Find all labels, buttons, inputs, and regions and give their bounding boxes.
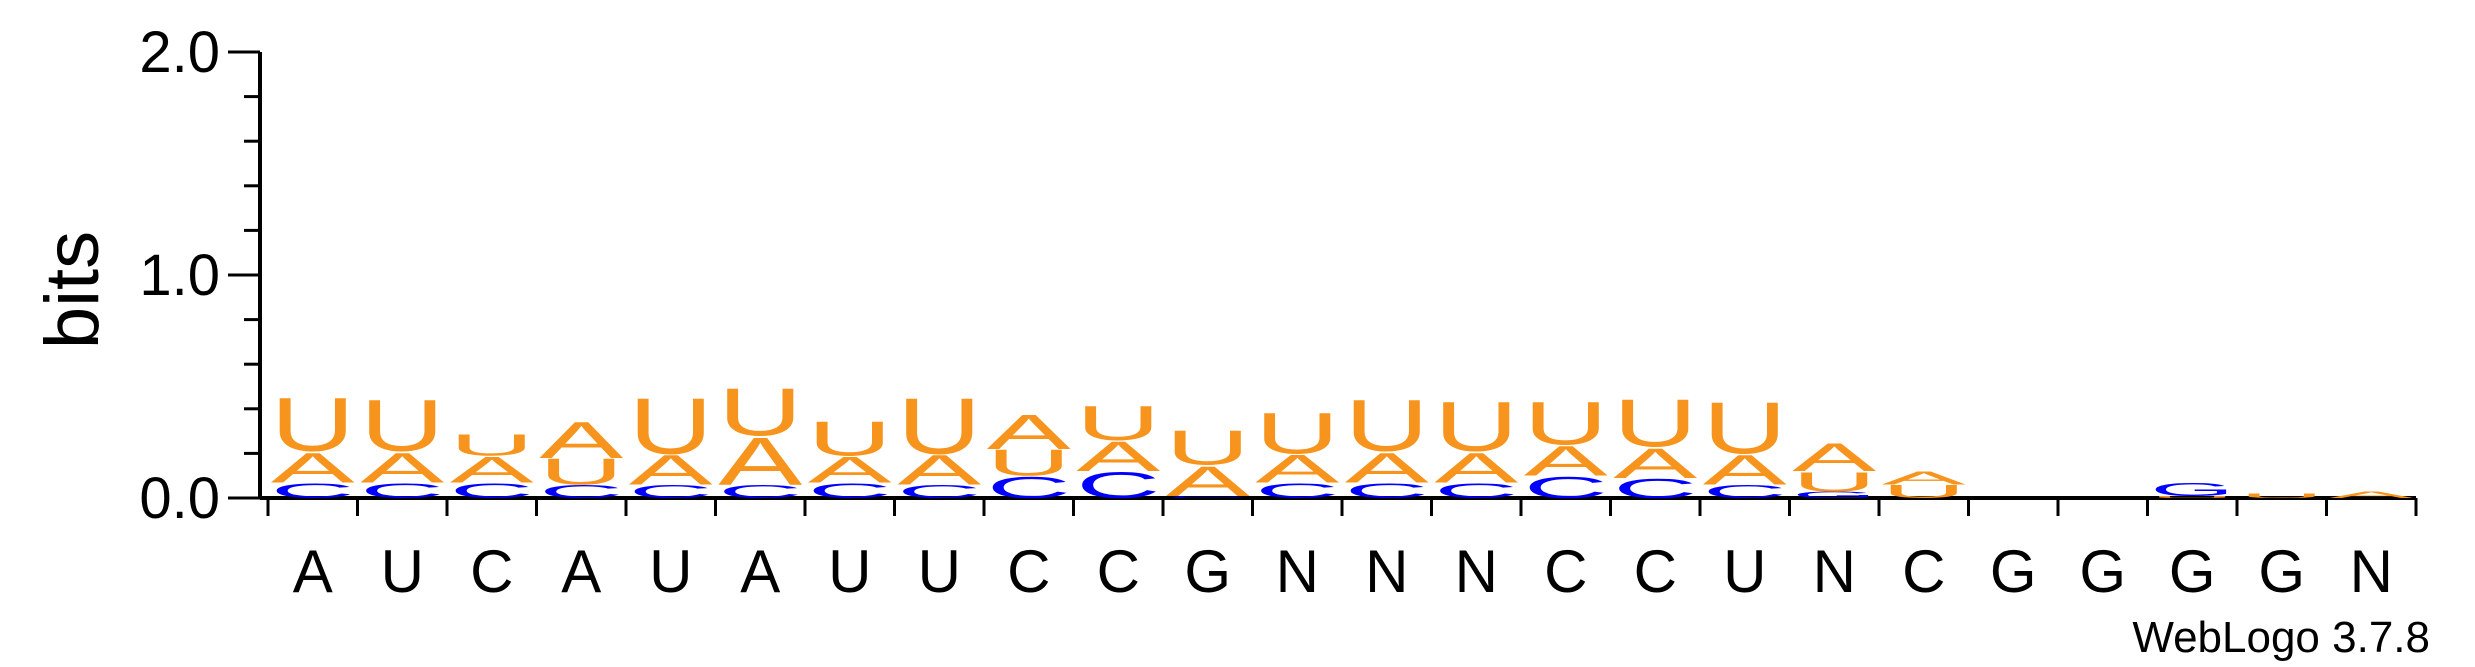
logo-glyph-a: A bbox=[2329, 490, 2414, 500]
logo-glyph-a: A bbox=[1792, 435, 1877, 480]
position-label: N bbox=[1276, 538, 1319, 605]
logo-glyph-a: A bbox=[897, 446, 981, 494]
logo-glyph-c: C bbox=[1345, 479, 1429, 503]
position-label: C bbox=[1544, 538, 1587, 605]
logo-glyph-u: U bbox=[1703, 387, 1787, 469]
position-label: U bbox=[828, 538, 871, 605]
position-label: G bbox=[1184, 538, 1231, 605]
y-tick-label: 1.0 bbox=[139, 243, 220, 308]
logo-glyph-c: C bbox=[718, 481, 802, 501]
logo-glyph-u: U bbox=[539, 452, 623, 493]
logo-glyph-u: U bbox=[1345, 385, 1429, 467]
logo-glyph-a: A bbox=[629, 446, 713, 494]
position-label: U bbox=[381, 538, 424, 605]
logo-glyph-a: A bbox=[1166, 457, 1250, 505]
logo-glyph-c: C bbox=[539, 481, 623, 501]
logo-glyph-c: C bbox=[1613, 473, 1697, 504]
logo-glyph-c: C bbox=[360, 479, 444, 503]
logo-glyph-u: U bbox=[808, 411, 892, 466]
logo-glyph-a: A bbox=[539, 411, 624, 469]
position-label: G bbox=[2169, 538, 2216, 605]
logo-glyph-u: U bbox=[271, 382, 355, 467]
position-label: A bbox=[740, 538, 780, 605]
logo-glyph-u: U bbox=[1882, 481, 1966, 501]
logo-glyph-u: U bbox=[1166, 420, 1250, 475]
position-label: U bbox=[649, 538, 692, 605]
logo-glyph-c: C bbox=[1076, 465, 1160, 506]
logo-glyph-u: U bbox=[987, 443, 1071, 484]
position-label: C bbox=[1634, 538, 1677, 605]
y-axis-label: bits bbox=[30, 231, 115, 349]
logo-glyph-a: A bbox=[271, 444, 355, 492]
position-label: G bbox=[1990, 538, 2037, 605]
logo-glyph-a: A bbox=[360, 444, 444, 492]
glyph-stacks: CAUCAUCAUCUACAUCAUCAUCAUCUACAUCAUCAUCAUC… bbox=[271, 375, 2414, 506]
logo-glyph-u: U bbox=[1792, 466, 1876, 497]
logo-glyph-u: U bbox=[1255, 402, 1339, 466]
position-label: A bbox=[561, 538, 601, 605]
logo-glyph-u: U bbox=[1434, 388, 1518, 466]
position-label: N bbox=[2350, 538, 2393, 605]
logo-glyph-u: U bbox=[1076, 396, 1160, 451]
logo-glyph-a: A bbox=[987, 405, 1071, 459]
y-tick-label: 2.0 bbox=[139, 20, 220, 85]
position-label: N bbox=[1455, 538, 1498, 605]
logo-glyph-u: U bbox=[2240, 493, 2324, 500]
position-label: G bbox=[2258, 538, 2305, 605]
position-label: C bbox=[1097, 538, 1140, 605]
logo-glyph-c: C bbox=[1255, 479, 1339, 503]
logo-glyph-u: U bbox=[360, 385, 444, 467]
logo-glyph-a: A bbox=[1434, 444, 1518, 492]
logo-glyph-u: U bbox=[629, 382, 713, 471]
logo-glyph-c: C bbox=[1703, 481, 1787, 501]
logo-glyph-u: U bbox=[897, 382, 981, 471]
logo-glyph-u: U bbox=[1613, 387, 1697, 462]
position-label: N bbox=[1365, 538, 1408, 605]
logo-glyph-c: C bbox=[1524, 471, 1608, 505]
logo-glyph-c: C bbox=[1166, 495, 1250, 498]
logo-glyph-c: C bbox=[450, 479, 534, 503]
position-label: C bbox=[470, 538, 513, 605]
position-label: U bbox=[918, 538, 961, 605]
logo-glyph-c: C bbox=[271, 479, 355, 503]
logo-glyph-a: A bbox=[1076, 433, 1160, 481]
position-label: C bbox=[1902, 538, 1945, 605]
position-label: C bbox=[1007, 538, 1050, 605]
position-label: U bbox=[1723, 538, 1766, 605]
position-label: G bbox=[2079, 538, 2126, 605]
logo-glyph-g: G bbox=[2150, 479, 2234, 499]
logo-glyph-u: U bbox=[450, 428, 534, 462]
axes: 0.0 1.0 2.0 bbox=[139, 20, 2418, 531]
logo-glyph-a: A bbox=[1255, 446, 1340, 491]
logo-glyph-c: C bbox=[629, 481, 713, 501]
logo-glyph-a: A bbox=[1882, 468, 1966, 488]
logo-glyph-a: A bbox=[1524, 437, 1608, 485]
logo-glyph-a: A bbox=[808, 449, 892, 490]
logo-glyph-a: A bbox=[1613, 439, 1697, 487]
y-tick-label: 0.0 bbox=[139, 466, 220, 531]
logo-glyph-c: C bbox=[897, 481, 981, 501]
logo-glyph-g: G bbox=[1792, 490, 1876, 500]
logo-glyph-a: A bbox=[1703, 446, 1787, 494]
weblogo-credit: WebLogo 3.7.8 bbox=[2132, 613, 2430, 662]
logo-glyph-a: A bbox=[450, 449, 534, 490]
logo-glyph-c: C bbox=[1434, 479, 1518, 503]
logo-glyph-a: A bbox=[1345, 444, 1429, 492]
position-label: N bbox=[1813, 538, 1856, 605]
logo-glyph-u: U bbox=[2150, 495, 2234, 498]
logo-glyph-u: U bbox=[1524, 389, 1608, 457]
position-label: A bbox=[293, 538, 333, 605]
logo-glyph-u: U bbox=[718, 375, 802, 450]
logo-glyph-c: C bbox=[808, 479, 892, 503]
logo-glyph-c: C bbox=[987, 471, 1071, 505]
logo-glyph-a: A bbox=[718, 425, 803, 500]
